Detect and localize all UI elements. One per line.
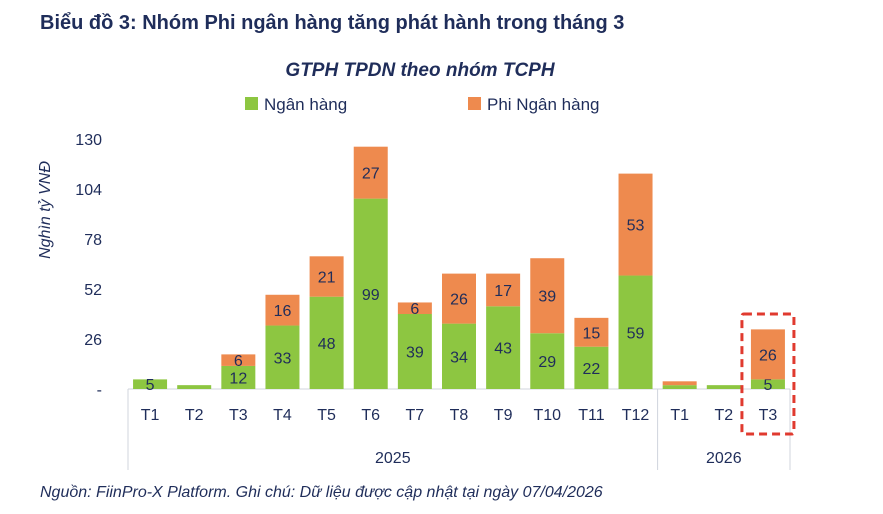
x-tick-label: T1 — [141, 407, 160, 424]
bar-segment — [574, 346, 609, 389]
legend-swatch — [245, 97, 258, 110]
y-axis-label: Nghìn tỷ VNĐ — [37, 161, 54, 259]
bar-segment — [530, 258, 565, 334]
data-label: 5 — [763, 377, 772, 394]
legend-label: Ngân hàng — [264, 95, 347, 114]
data-label: 34 — [450, 349, 468, 366]
x-tick-label: T11 — [578, 407, 604, 424]
x-tick-label: T10 — [533, 407, 561, 424]
data-label: 15 — [583, 325, 601, 342]
bar-segment — [397, 314, 432, 389]
data-label: 27 — [362, 166, 380, 183]
data-label: 26 — [450, 292, 468, 309]
bar-segment — [618, 275, 653, 389]
y-tick-label: 78 — [84, 232, 102, 249]
group-label: 2026 — [706, 450, 742, 467]
bar-segment — [486, 273, 521, 307]
x-tick-label: T2 — [714, 407, 733, 424]
x-tick-label: T4 — [273, 407, 292, 424]
y-tick-label: - — [97, 382, 102, 399]
data-label: 6 — [234, 353, 243, 370]
x-tick-label: T9 — [494, 407, 513, 424]
data-label: 99 — [362, 287, 380, 304]
bar-segment — [442, 323, 476, 389]
y-tick-label: 26 — [84, 332, 102, 349]
x-tick-label: T6 — [361, 407, 380, 424]
bar-segment — [133, 379, 168, 389]
data-label: 12 — [229, 370, 247, 387]
data-label: 39 — [538, 289, 556, 306]
bar-segment — [397, 302, 432, 314]
bar-segment — [353, 198, 388, 389]
bar-segment — [309, 296, 344, 389]
bar-segment — [221, 365, 256, 389]
bar-segment — [442, 273, 476, 324]
legend-swatch — [468, 97, 481, 110]
data-label: 43 — [494, 341, 512, 358]
data-label: 5 — [146, 377, 155, 394]
bar-segment — [662, 385, 697, 389]
x-tick-label: T3 — [759, 407, 778, 424]
data-label: 39 — [406, 345, 424, 362]
x-tick-label: T7 — [406, 407, 425, 424]
source-note: Nguồn: FiinPro-X Platform. Ghi chú: Dữ l… — [40, 484, 603, 501]
data-label: 26 — [759, 347, 777, 364]
bar-segment — [662, 381, 697, 386]
bar-segment — [177, 385, 212, 389]
group-label: 2025 — [375, 450, 411, 467]
data-label: 29 — [538, 354, 556, 371]
bar-segment — [265, 325, 300, 389]
data-label: 53 — [627, 218, 645, 235]
data-label: 33 — [274, 350, 292, 367]
x-tick-label: T3 — [229, 407, 248, 424]
bar-segment — [750, 329, 785, 380]
bar-segment — [353, 146, 388, 199]
y-tick-label: 130 — [75, 132, 102, 149]
data-label: 17 — [494, 283, 512, 300]
y-tick-label: 104 — [75, 182, 102, 199]
chart-title: GTPH TPDN theo nhóm TCPH — [285, 60, 555, 81]
data-label: 6 — [410, 301, 419, 318]
data-label: 21 — [318, 270, 336, 287]
bar-segment — [706, 385, 741, 389]
highlight-box — [740, 312, 796, 436]
bar-segment — [265, 294, 300, 326]
x-tick-label: T2 — [185, 407, 204, 424]
bar-segment — [221, 354, 256, 366]
legend-label: Phi Ngân hàng — [487, 95, 599, 114]
bar-segment — [574, 317, 609, 347]
bar-segment — [309, 256, 344, 297]
bar-segment — [530, 333, 565, 389]
data-label: 48 — [318, 336, 336, 353]
data-label: 22 — [583, 361, 601, 378]
bar-segment — [486, 306, 521, 389]
x-tick-label: T12 — [622, 407, 650, 424]
x-tick-label: T5 — [317, 407, 336, 424]
data-label: 59 — [627, 325, 645, 342]
data-label: 16 — [274, 303, 292, 320]
x-tick-label: T8 — [450, 407, 469, 424]
bar-segment — [618, 173, 653, 276]
x-tick-label: T1 — [670, 407, 689, 424]
bar-segment — [750, 379, 785, 389]
page-title: Biểu đồ 3: Nhóm Phi ngân hàng tăng phát … — [40, 12, 625, 34]
y-tick-label: 52 — [84, 282, 102, 299]
